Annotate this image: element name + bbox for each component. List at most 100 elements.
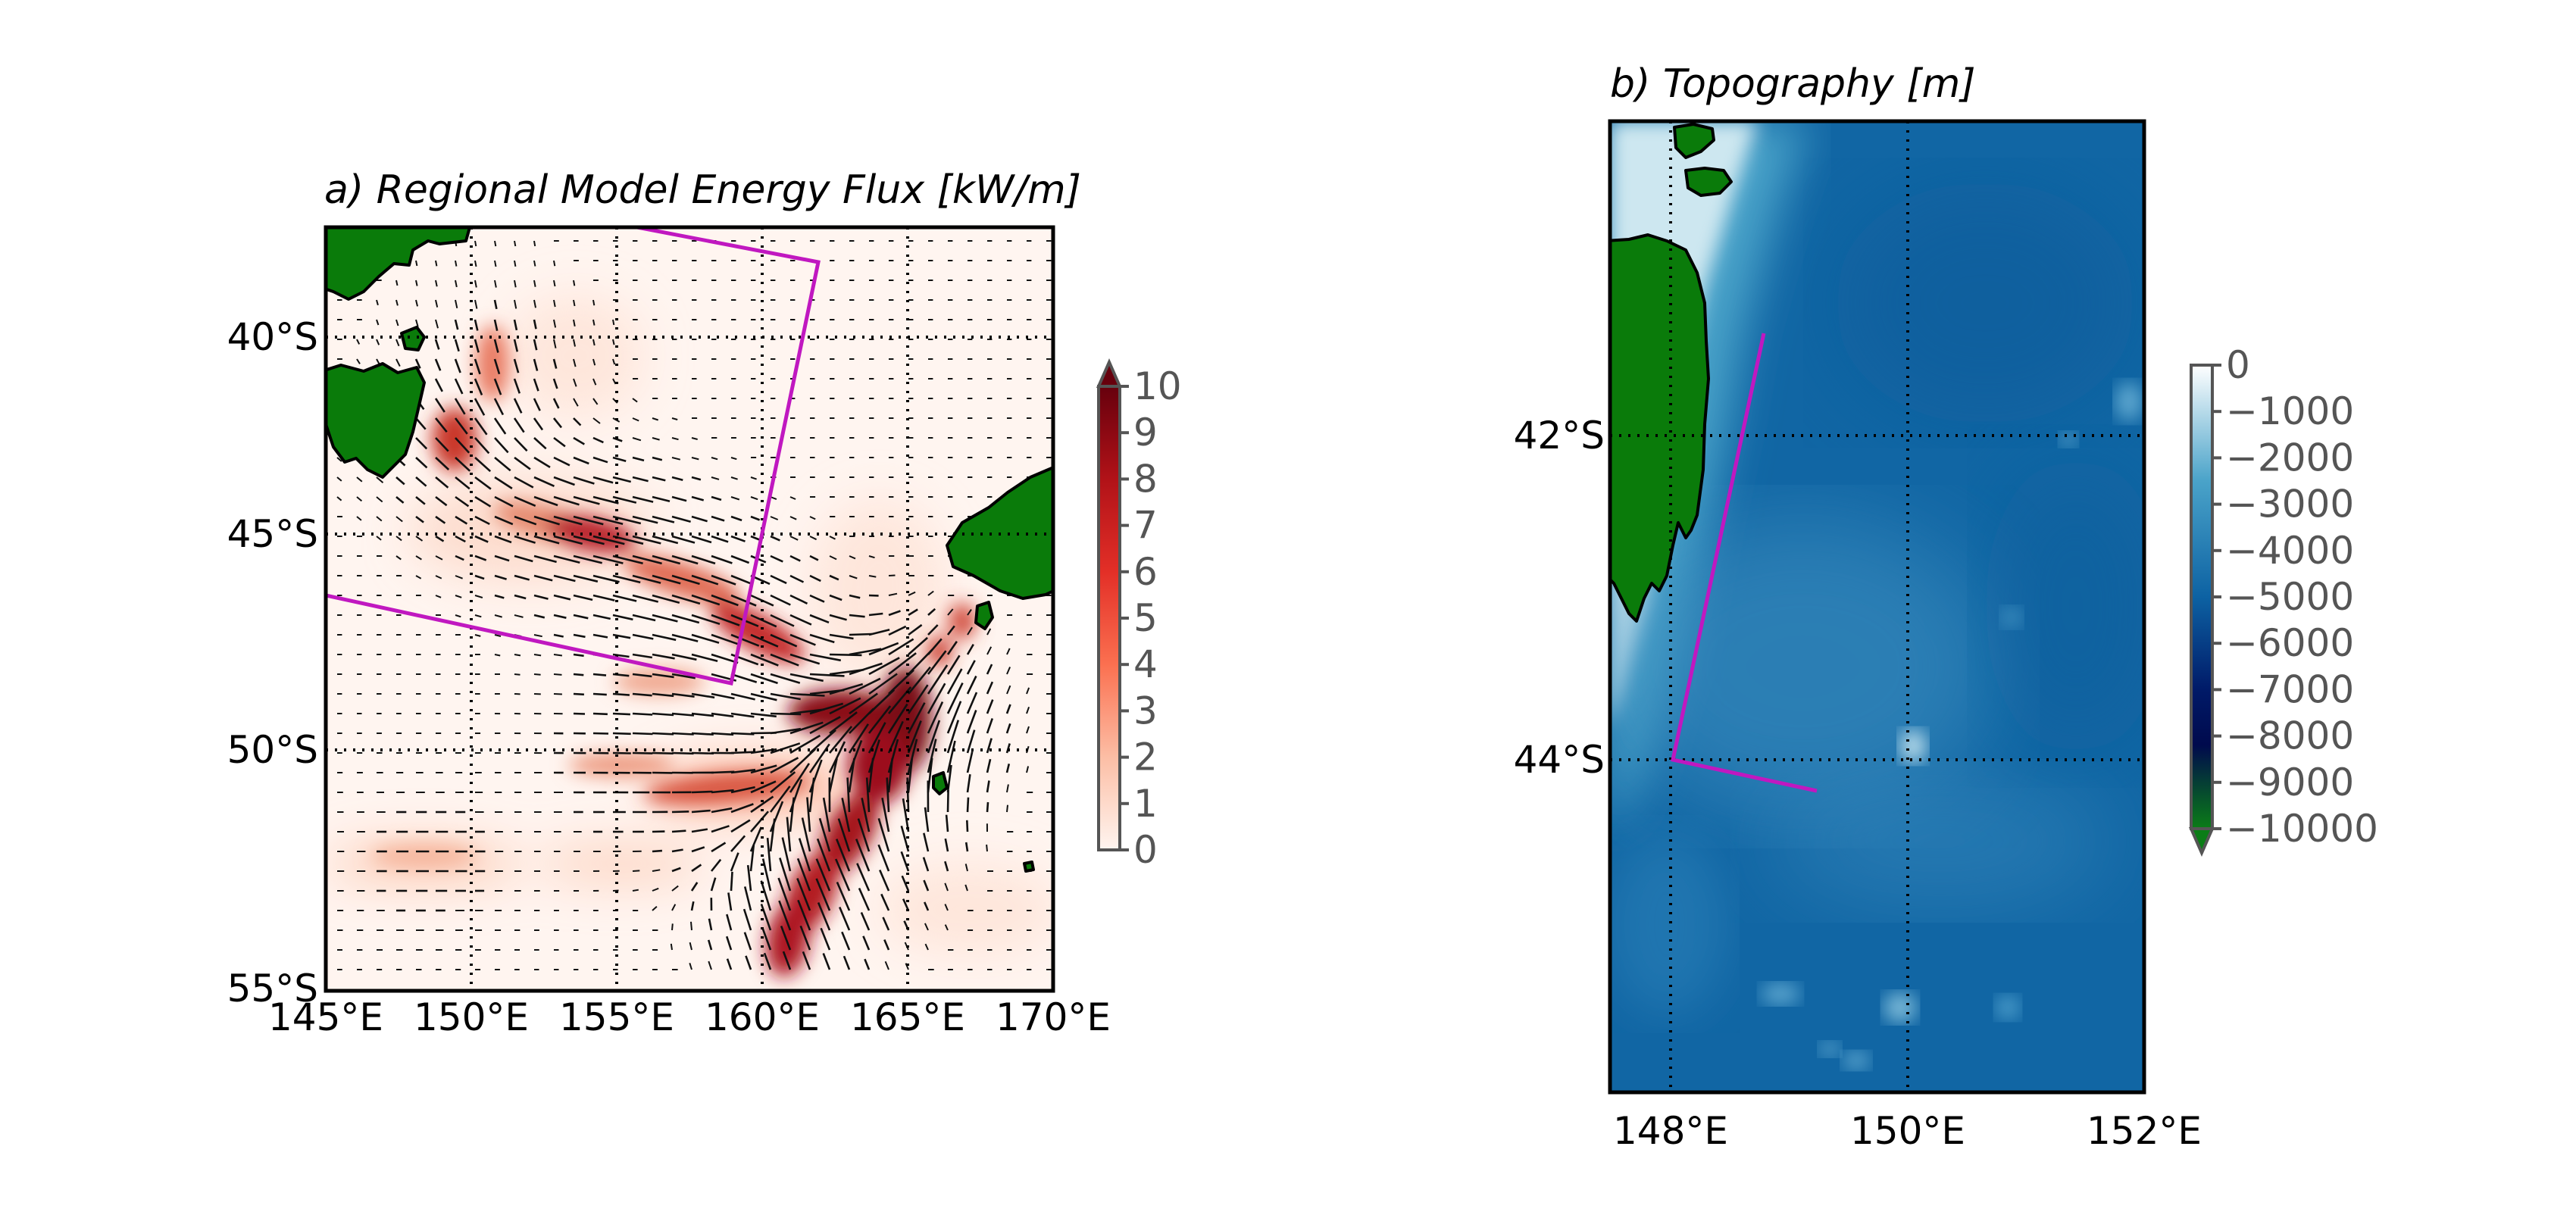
flux-vector [652, 887, 659, 892]
flux-vector [750, 795, 774, 814]
panel-a-gridlines [326, 227, 1053, 991]
flux-vector [711, 712, 734, 718]
flux-vector [761, 928, 772, 951]
flux-vector [474, 319, 479, 331]
flux-vector [726, 914, 733, 931]
flux-vector [592, 673, 607, 676]
flux-vector [770, 653, 799, 667]
flux-vector [395, 299, 399, 306]
flux-vector [553, 339, 557, 348]
flux-vector [573, 358, 577, 367]
flux-vector [494, 535, 512, 544]
flux-vector [533, 417, 544, 431]
flux-vector [789, 574, 805, 583]
flux-vector [514, 456, 531, 470]
flux-vector [474, 535, 489, 543]
flux-vector [573, 378, 577, 387]
flux-vector [908, 608, 918, 617]
flux-vector [750, 692, 777, 701]
topography-map [1610, 121, 2144, 1092]
flux-vector [612, 436, 623, 442]
flux-vector [770, 673, 801, 684]
flux-vector [877, 818, 890, 852]
flux-vector [946, 701, 962, 734]
flux-vector [707, 939, 713, 951]
flux-vector [474, 437, 490, 454]
flux-vector [632, 594, 659, 603]
flux-vector [671, 751, 694, 755]
flux-vector [493, 358, 501, 375]
lon-tick-170e: 170°E [996, 995, 1111, 1039]
flux-vector [474, 457, 492, 473]
flux-vector [835, 858, 851, 892]
flux-vector [927, 720, 941, 754]
flux-vector [690, 882, 699, 892]
flux-vector [986, 801, 989, 813]
flux-vector [691, 633, 720, 644]
flux-vector [946, 668, 963, 695]
flux-vector [474, 260, 477, 267]
flux-vector [691, 732, 714, 736]
flux-vector [1005, 743, 1011, 754]
flux-vector [711, 457, 718, 461]
auckland-islands [932, 771, 949, 795]
flux-vector [533, 594, 549, 600]
flux-vector [750, 764, 777, 774]
flux-vector [742, 908, 752, 931]
flux-vector [966, 729, 976, 754]
flux-vector [552, 358, 558, 369]
flux-vector [434, 398, 445, 413]
flux-vector [455, 595, 462, 598]
flux-vector [745, 955, 752, 970]
flux-vector [1006, 804, 1008, 813]
flux-vector [730, 819, 751, 833]
flux-vector [763, 952, 772, 970]
flux-vector [415, 260, 418, 267]
flux-vector [415, 280, 418, 286]
flux-vector [710, 877, 717, 892]
flux-vector [809, 702, 844, 715]
flux-vector [924, 943, 929, 951]
flux-vector [514, 535, 536, 544]
lat-tick-42s: 42°S [1514, 414, 1605, 458]
flux-vector [849, 662, 883, 676]
flux-vector [770, 614, 795, 627]
flux-vector [415, 575, 422, 579]
flux-vector [671, 673, 696, 679]
flux-vector [455, 575, 463, 579]
flux-vector [818, 817, 831, 852]
flux-vector [770, 535, 780, 542]
flux-vector [356, 496, 363, 502]
flux-vector [879, 869, 890, 892]
flux-vector [612, 378, 617, 385]
flux-vector [671, 515, 691, 523]
flux-vector [730, 554, 750, 564]
flux-vector [884, 961, 889, 970]
flux-vector [592, 319, 596, 326]
flux-vector [849, 594, 861, 599]
flux-vector [671, 848, 683, 853]
flux-vector [691, 495, 705, 501]
flux-vector [533, 339, 538, 351]
flux-vector [395, 495, 405, 504]
flux-vector [907, 739, 918, 773]
flux-vector [777, 877, 792, 911]
flux-vector [395, 516, 403, 523]
flux-vector [573, 319, 576, 326]
flux-vector [435, 555, 443, 561]
lon-tick-150e: 150°E [1850, 1109, 1965, 1153]
flux-vector [923, 879, 930, 892]
flux-vector [671, 712, 695, 717]
flux-vector [966, 660, 976, 675]
flux-vector [533, 240, 536, 247]
flux-vector [494, 495, 514, 508]
tasmania [326, 362, 426, 479]
flux-vector [1005, 704, 1011, 714]
flux-vector [841, 931, 851, 951]
flux-vector [966, 710, 977, 734]
flux-vector [888, 592, 898, 596]
flux-vector [612, 594, 637, 602]
flux-vector [691, 535, 712, 544]
flux-vector [966, 774, 971, 793]
flux-vector [454, 339, 460, 352]
